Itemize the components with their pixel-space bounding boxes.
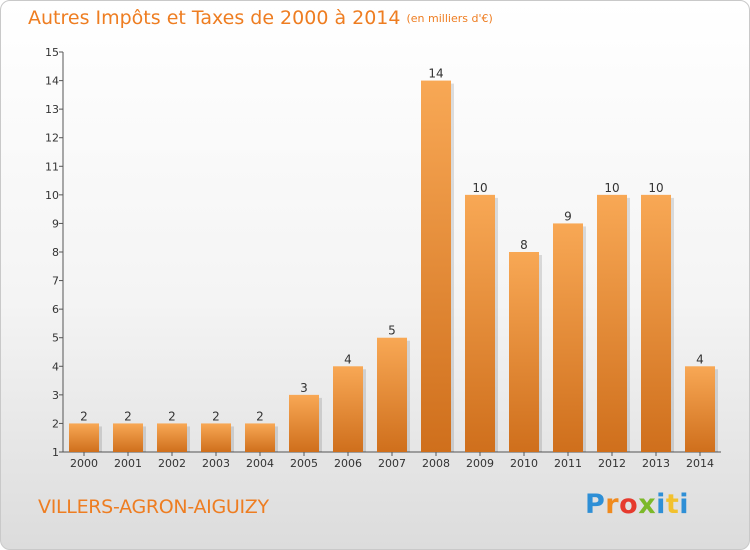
y-tick-label: 3 bbox=[52, 389, 59, 402]
bar-value-label: 2 bbox=[124, 409, 132, 423]
bar bbox=[685, 366, 715, 452]
x-tick-label: 2010 bbox=[510, 457, 538, 470]
y-tick-label: 10 bbox=[45, 189, 59, 202]
x-tick-label: 2004 bbox=[246, 457, 274, 470]
bar bbox=[333, 366, 363, 452]
bar bbox=[245, 423, 275, 452]
bar-value-label: 2 bbox=[256, 409, 264, 423]
x-tick-label: 2012 bbox=[598, 457, 626, 470]
bar-value-label: 10 bbox=[472, 181, 487, 195]
y-tick-label: 8 bbox=[52, 246, 59, 259]
bar bbox=[465, 194, 495, 452]
y-tick-label: 5 bbox=[52, 332, 59, 345]
x-tick-label: 2002 bbox=[158, 457, 186, 470]
x-tick-label: 2008 bbox=[422, 457, 450, 470]
bar-value-label: 4 bbox=[696, 352, 704, 366]
bar-value-label: 2 bbox=[168, 409, 176, 423]
x-tick-label: 2001 bbox=[114, 457, 142, 470]
y-tick-label: 9 bbox=[52, 217, 59, 230]
x-tick-label: 2000 bbox=[70, 457, 98, 470]
bar-value-label: 2 bbox=[80, 409, 88, 423]
y-tick-label: 4 bbox=[52, 360, 59, 373]
bar bbox=[641, 194, 671, 452]
x-tick-label: 2014 bbox=[686, 457, 714, 470]
y-tick-label: 12 bbox=[45, 132, 59, 145]
bar bbox=[69, 423, 99, 452]
bar bbox=[201, 423, 231, 452]
x-tick-label: 2006 bbox=[334, 457, 362, 470]
x-tick-label: 2013 bbox=[642, 457, 670, 470]
chart-title-text: Autres Impôts et Taxes de 2000 à 2014 bbox=[28, 7, 401, 29]
chart-title: Autres Impôts et Taxes de 2000 à 2014 (en… bbox=[28, 7, 493, 29]
bar-value-label: 2 bbox=[212, 409, 220, 423]
chart-bars bbox=[69, 80, 718, 453]
bar-value-label: 9 bbox=[564, 209, 572, 223]
bar bbox=[553, 223, 583, 452]
bar bbox=[289, 394, 319, 452]
chart-subtitle: (en milliers d'€) bbox=[406, 12, 493, 25]
y-tick-label: 13 bbox=[45, 103, 59, 116]
y-tick-label: 6 bbox=[52, 303, 59, 316]
bar-value-label: 10 bbox=[648, 181, 663, 195]
bar-value-label: 10 bbox=[604, 181, 619, 195]
bar-value-label: 3 bbox=[300, 381, 308, 395]
y-tick-label: 2 bbox=[52, 417, 59, 430]
x-tick-label: 2011 bbox=[554, 457, 582, 470]
bar-value-label: 4 bbox=[344, 352, 352, 366]
x-tick-label: 2009 bbox=[466, 457, 494, 470]
x-tick-label: 2005 bbox=[290, 457, 318, 470]
y-tick-label: 1 bbox=[52, 446, 59, 459]
y-tick-label: 11 bbox=[45, 160, 59, 173]
commune-name: VILLERS-AGRON-AIGUIZY bbox=[38, 496, 269, 518]
bar bbox=[421, 80, 451, 453]
y-tick-label: 14 bbox=[45, 75, 59, 88]
proxiti-logo: Proxiti bbox=[585, 489, 690, 520]
bar bbox=[157, 423, 187, 452]
bar-value-label: 8 bbox=[520, 238, 528, 252]
x-tick-label: 2003 bbox=[202, 457, 230, 470]
bar bbox=[377, 337, 407, 452]
x-tick-label: 2007 bbox=[378, 457, 406, 470]
bar bbox=[509, 252, 539, 452]
y-tick-label: 15 bbox=[45, 46, 59, 59]
chart-data-labels: 2 2 2 2 2 3 4 5 14 10 8 9 10 10 4 bbox=[80, 67, 704, 424]
bar bbox=[597, 194, 627, 452]
bar-value-label: 14 bbox=[428, 67, 443, 81]
bar bbox=[113, 423, 143, 452]
y-tick-label: 7 bbox=[52, 275, 59, 288]
bar-value-label: 5 bbox=[388, 324, 396, 338]
